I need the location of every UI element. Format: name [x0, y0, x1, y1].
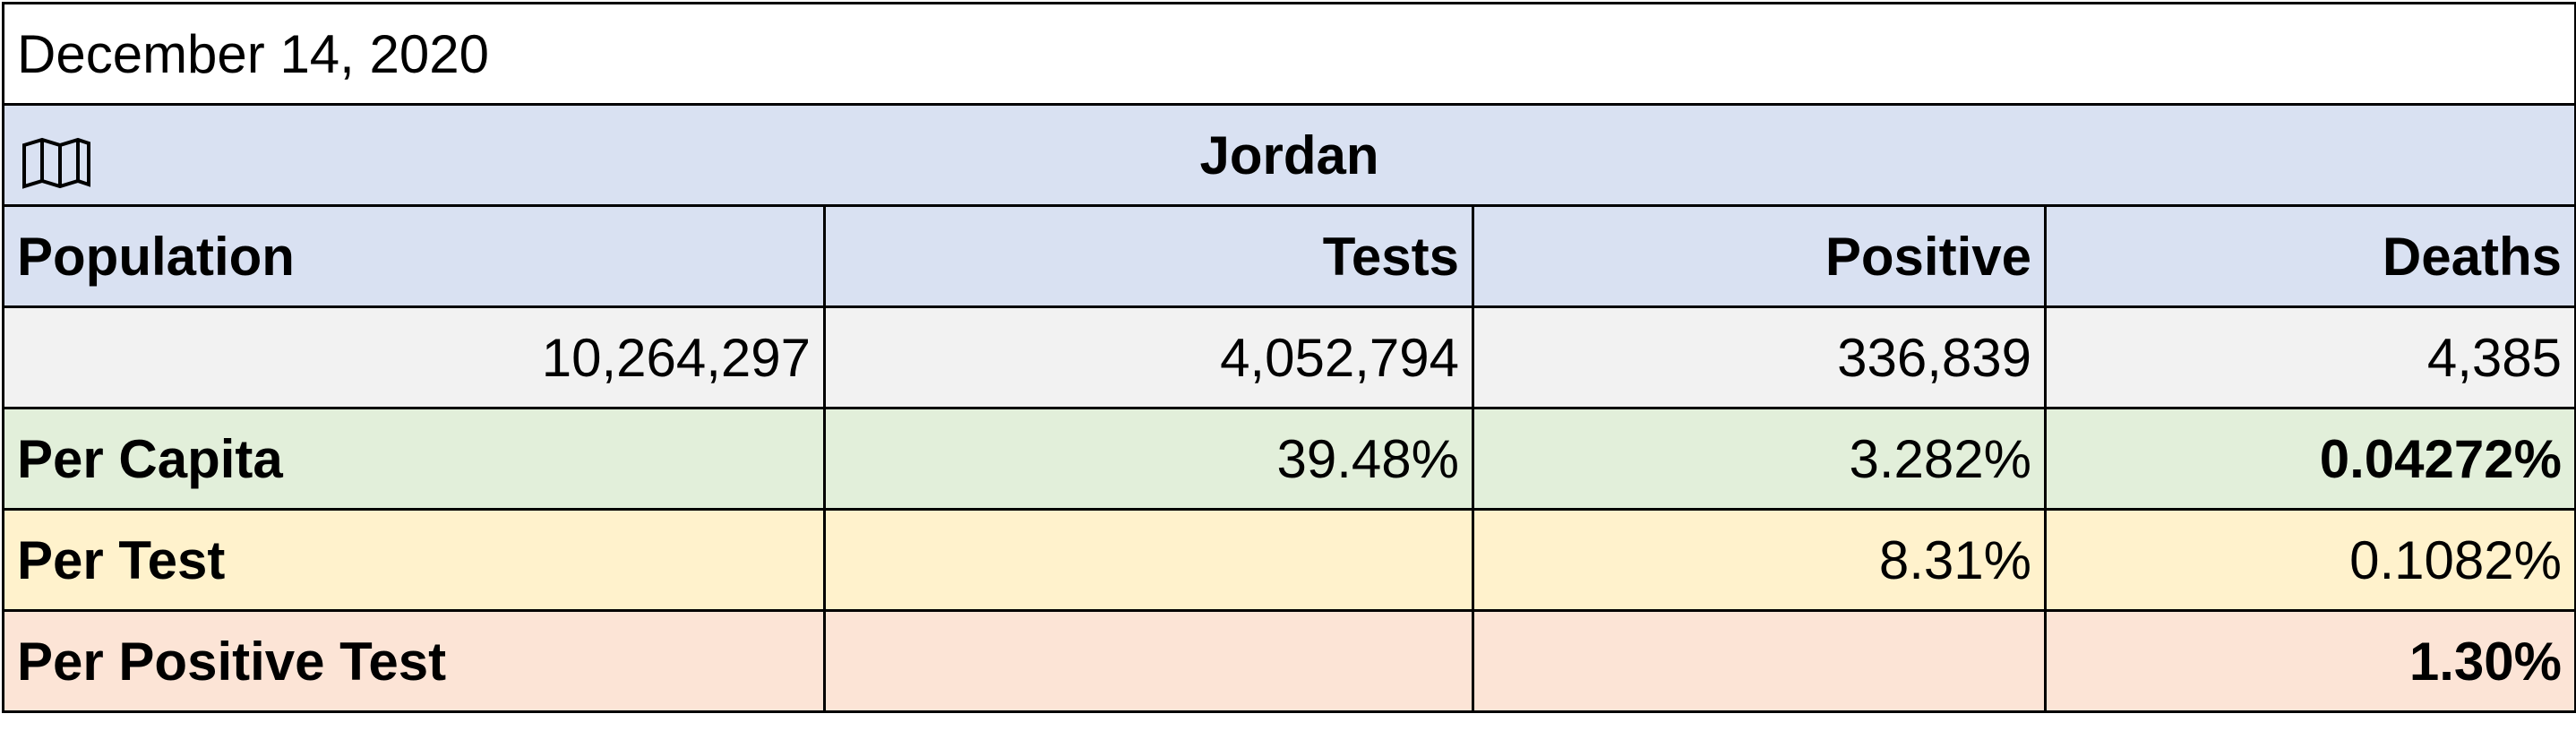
- header: Population: [2, 204, 826, 308]
- row-label: Per Positive Test: [2, 609, 826, 713]
- cell: 4,052,794: [823, 305, 1474, 409]
- cell: 336,839: [1472, 305, 2047, 409]
- stats-table: December 14, 2020 Jordan Population Test…: [2, 2, 2576, 713]
- counts-row: 10,264,297 4,052,794 336,839 4,385: [2, 305, 2576, 409]
- header: Deaths: [2044, 204, 2576, 308]
- map-icon[interactable]: [21, 136, 92, 190]
- row-label: Per Test: [2, 508, 826, 612]
- header: Tests: [823, 204, 1474, 308]
- cell: [1472, 609, 2047, 713]
- cell: 8.31%: [1472, 508, 2047, 612]
- cell: 10,264,297: [2, 305, 826, 409]
- cell: 39.48%: [823, 407, 1474, 511]
- header: Positive: [1472, 204, 2047, 308]
- date-row: December 14, 2020: [2, 2, 2576, 106]
- cell: 4,385: [2044, 305, 2576, 409]
- country: Jordan: [1199, 125, 1379, 185]
- per-test-row: Per Test 8.31% 0.1082%: [2, 508, 2576, 612]
- per-capita-row: Per Capita 39.48% 3.282% 0.04272%: [2, 407, 2576, 511]
- cell: 0.04272%: [2044, 407, 2576, 511]
- row-label: Per Capita: [2, 407, 826, 511]
- date: December 14, 2020: [2, 2, 2576, 106]
- header-row: Population Tests Positive Deaths: [2, 204, 2576, 308]
- cell: 3.282%: [1472, 407, 2047, 511]
- cell: 1.30%: [2044, 609, 2576, 713]
- country-cell: Jordan: [2, 103, 2576, 207]
- cell: [823, 609, 1474, 713]
- title-row: Jordan: [2, 103, 2576, 207]
- per-positive-row: Per Positive Test 1.30%: [2, 609, 2576, 713]
- cell: [823, 508, 1474, 612]
- cell: 0.1082%: [2044, 508, 2576, 612]
